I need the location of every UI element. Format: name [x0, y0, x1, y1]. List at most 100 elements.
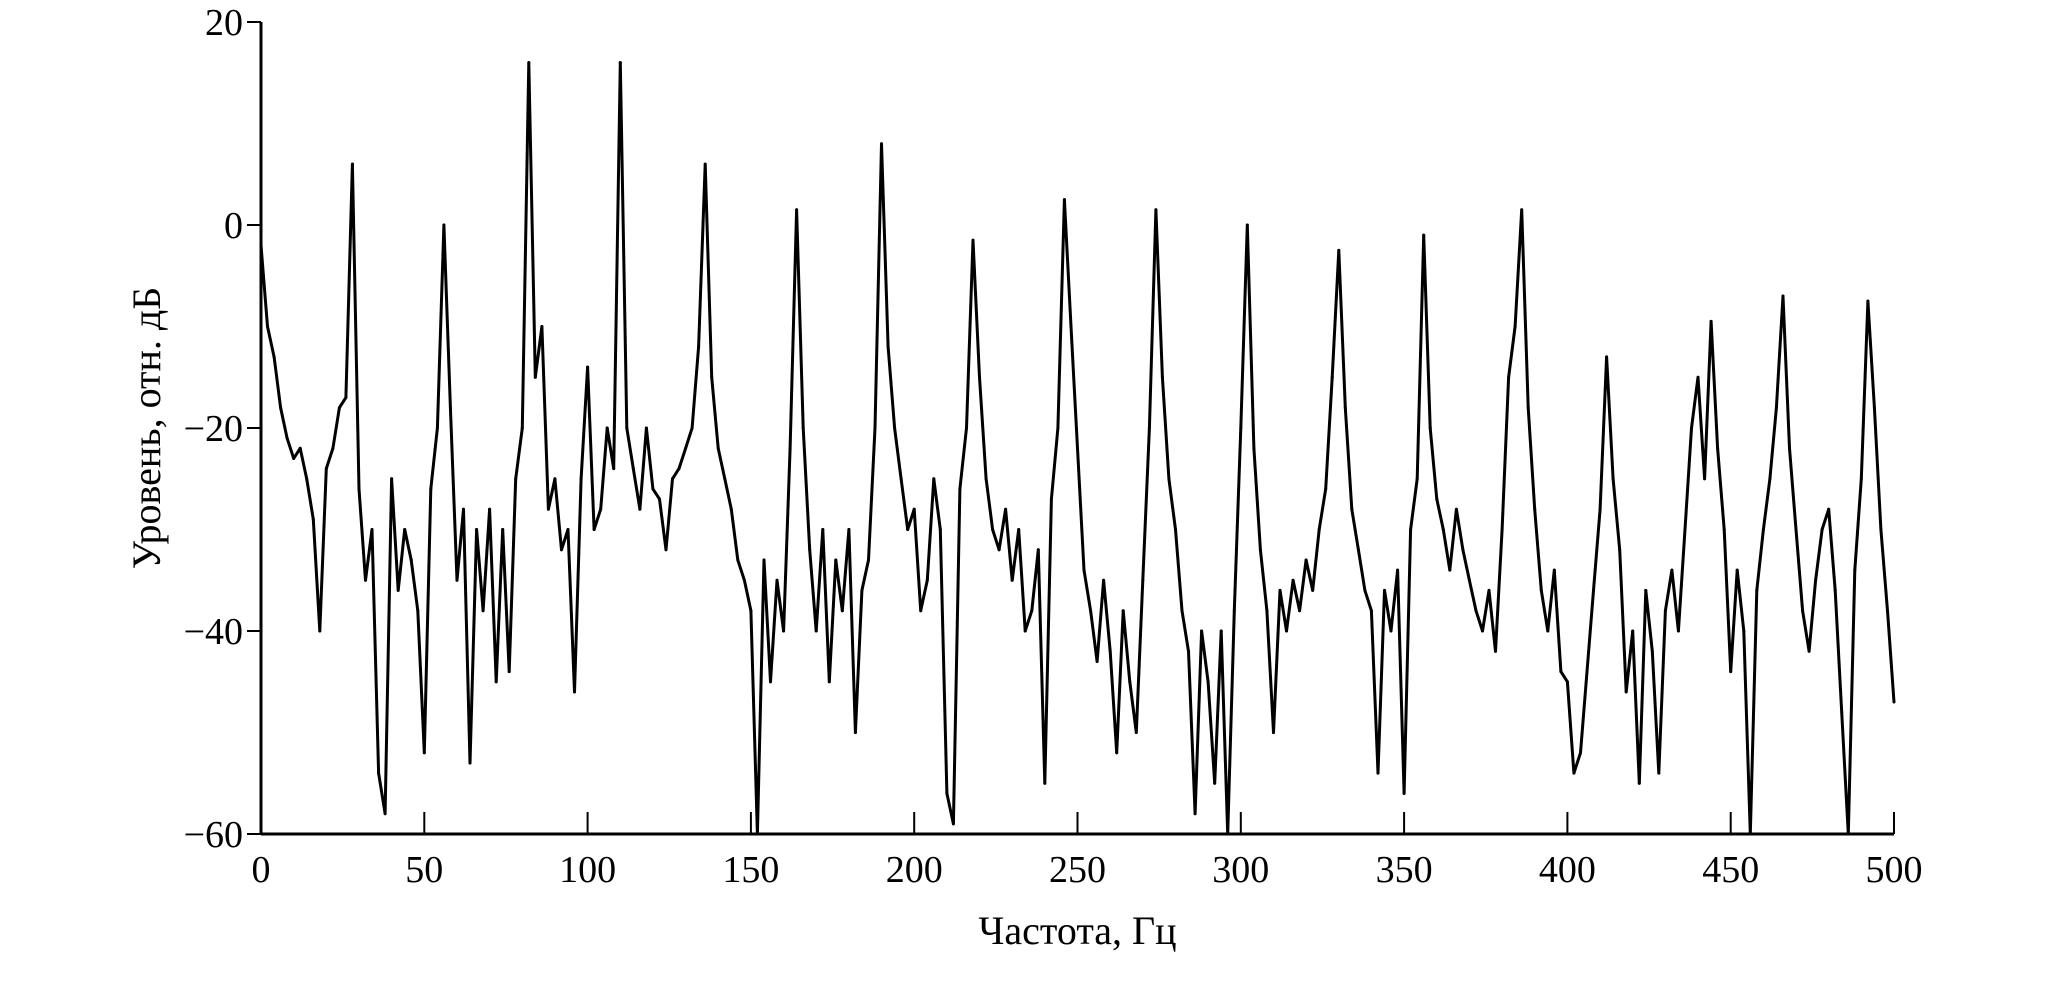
spectrum-point — [1859, 477, 1863, 481]
spectrum-point — [938, 528, 942, 531]
spectrum-point — [1722, 528, 1726, 531]
spectrum-point — [1154, 208, 1158, 212]
spectrum-point — [337, 406, 341, 410]
spectrum-point — [1755, 588, 1759, 592]
spectrum-point — [886, 345, 890, 349]
spectrum-point — [1173, 528, 1177, 531]
spectrum-point — [1807, 649, 1811, 653]
spectrum-point — [1043, 781, 1047, 785]
spectrum-point — [416, 609, 420, 613]
spectrum-point — [710, 375, 714, 379]
spectrum-point — [1605, 355, 1609, 359]
spectrum-point — [1513, 325, 1517, 328]
spectrum-point — [364, 578, 368, 582]
spectrum-point — [1644, 588, 1648, 592]
spectrum-point — [1311, 588, 1315, 592]
spectrum-point — [1108, 649, 1112, 653]
spectrum-point — [1624, 690, 1628, 694]
spectrum-point — [1187, 649, 1191, 653]
spectrum-point — [1592, 588, 1596, 592]
spectrum-point — [664, 548, 668, 552]
spectrum-point — [1343, 406, 1347, 410]
spectrum-point — [1480, 629, 1484, 633]
spectrum-point — [1376, 771, 1380, 775]
spectrum-point — [932, 477, 936, 481]
spectrum-point — [873, 426, 877, 430]
spectrum-point — [298, 446, 302, 450]
spectrum-point — [1683, 528, 1687, 531]
spectrum-point — [318, 629, 322, 633]
spectrum-point — [533, 375, 537, 379]
spectrum-point — [1193, 812, 1197, 816]
spectrum-point — [1271, 731, 1275, 734]
spectrum-point — [893, 426, 897, 430]
x-axis-label: Частота, Гц — [978, 908, 1176, 953]
spectrum-point — [899, 477, 903, 481]
spectrum-point — [1585, 670, 1589, 674]
spectrum-point — [494, 680, 498, 684]
spectrum-point — [311, 517, 315, 521]
spectrum-point — [1578, 751, 1582, 755]
spectrum-point — [1435, 497, 1439, 501]
spectrum-point — [840, 609, 844, 613]
spectrum-point — [1389, 629, 1393, 633]
spectrum-point — [1213, 781, 1217, 785]
spectrum-point — [1637, 781, 1641, 785]
spectrum-point — [1147, 426, 1151, 430]
spectrum-point — [618, 61, 622, 65]
spectrum-point — [716, 446, 720, 450]
spectrum-point — [1056, 426, 1060, 430]
spectrum-point — [481, 609, 485, 613]
spectrum-point — [357, 487, 361, 491]
spectrum-point — [331, 446, 335, 450]
spectrum-point — [1663, 609, 1667, 613]
spectrum-point — [1885, 609, 1889, 613]
spectrum-point — [1768, 477, 1772, 481]
spectrum-point — [671, 477, 675, 481]
spectrum-point — [964, 426, 968, 430]
spectrum-point — [984, 477, 988, 481]
x-tick-label: 200 — [886, 849, 943, 891]
spectrum-point — [1030, 609, 1034, 613]
spectrum-point — [1291, 578, 1295, 582]
spectrum-point — [827, 680, 831, 684]
spectrum-point — [1422, 233, 1426, 237]
spectrum-point — [749, 609, 753, 613]
spectrum-point — [612, 467, 616, 471]
spectrum-point — [788, 446, 792, 450]
spectrum-point — [958, 487, 962, 491]
spectrum-point — [1872, 406, 1876, 410]
spectrum-point — [1160, 375, 1164, 379]
spectrum-point — [1676, 629, 1680, 633]
spectrum-point — [866, 558, 870, 562]
spectrum-point — [1206, 680, 1210, 684]
spectrum-point — [1304, 558, 1308, 562]
spectrum-point — [383, 812, 387, 816]
spectrum-point — [1500, 528, 1504, 531]
spectrum-point — [1866, 299, 1870, 303]
spectrum-point — [690, 426, 694, 430]
y-tick-label: −60 — [184, 814, 243, 856]
spectrum-point — [703, 162, 707, 166]
spectrum-point — [821, 528, 825, 531]
spectrum-point — [1330, 375, 1334, 379]
spectrum-point — [1657, 771, 1661, 775]
spectrum-point — [1317, 528, 1321, 531]
spectrum-point — [1735, 568, 1739, 572]
spectrum-point — [1428, 426, 1432, 430]
spectrum-point — [1298, 609, 1302, 613]
spectrum-point — [1526, 406, 1530, 410]
spectrum-point — [723, 477, 727, 481]
spectrum-point — [1383, 588, 1387, 592]
spectrum-point — [1069, 325, 1073, 328]
spectrum-point — [1461, 548, 1465, 552]
spectrum-point — [292, 456, 296, 460]
spectrum-point — [1840, 710, 1844, 714]
spectrum-point — [1121, 609, 1125, 613]
spectrum-point — [1017, 528, 1021, 531]
plot-area — [259, 61, 1896, 836]
spectrum-point — [1219, 629, 1223, 633]
spectrum-point — [1716, 446, 1720, 450]
spectrum-point — [1036, 548, 1040, 552]
spectrum-point — [782, 629, 786, 633]
